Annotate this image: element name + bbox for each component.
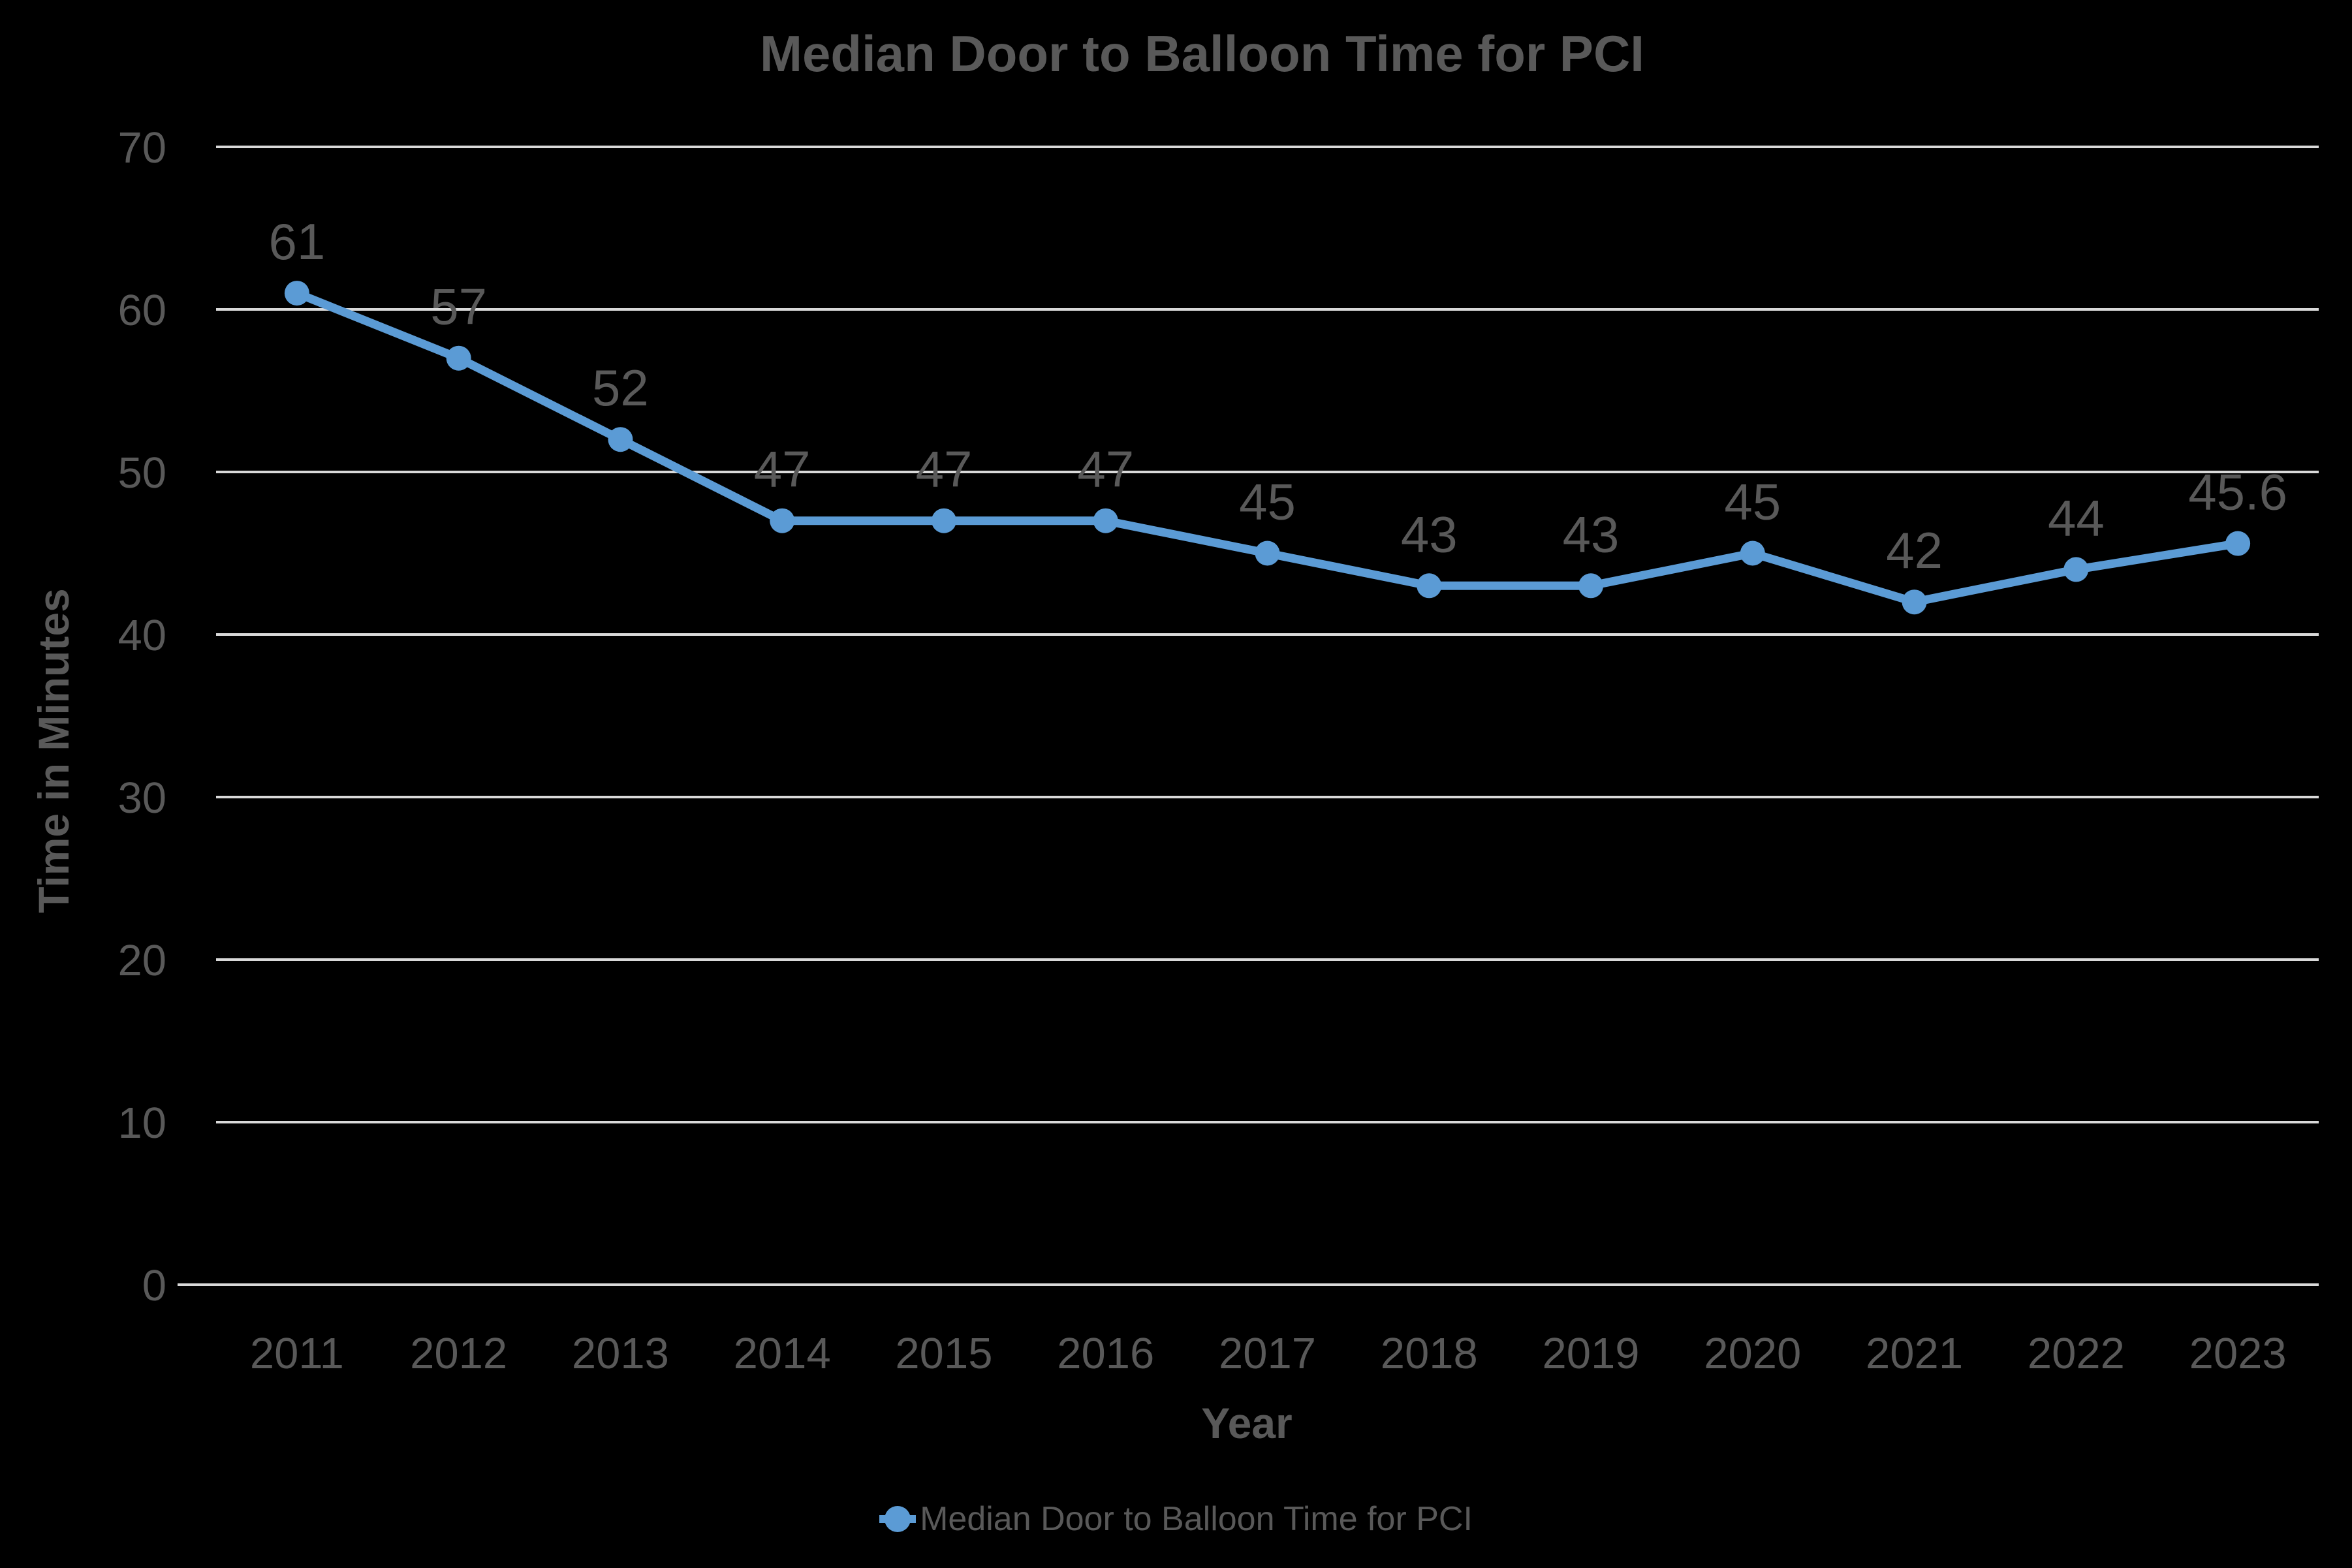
data-point-2017 [1255,541,1280,566]
data-label-2018: 43 [1401,505,1458,563]
x-tick-label-2011: 2011 [250,1329,344,1378]
data-label-2016: 47 [1077,441,1134,498]
data-point-2011 [284,281,309,306]
x-axis-title: Year [1201,1399,1293,1447]
y-tick-label-10: 10 [118,1099,166,1148]
data-point-2016 [1093,508,1118,533]
x-tick-label-2013: 2013 [572,1329,669,1378]
y-tick-label-70: 70 [118,123,166,172]
x-tick-labels-group: 2011 2012 2013 2014 2015 2016 2017 2018 2019 2020… [250,1329,2287,1378]
data-label-2017: 45 [1239,473,1296,531]
gridlines-group [178,146,2319,1286]
x-tick-label-2019: 2019 [1543,1329,1640,1378]
y-axis-title: Time in Minutes [29,588,78,913]
x-tick-label-2014: 2014 [734,1329,831,1378]
data-label-2014: 47 [754,441,811,498]
x-tick-label-2021: 2021 [1866,1329,1963,1378]
data-label-2020: 45 [1724,473,1781,531]
data-label-2022: 44 [2048,489,2105,546]
data-labels-group: 61 57 52 47 47 47 45 43 43 45 42 44 45.6 [269,213,2288,579]
data-point-2018 [1417,573,1442,599]
data-point-2013 [608,427,633,452]
legend-label: Median Door to Balloon Time for PCI [920,1500,1473,1538]
y-tick-label-20: 20 [118,936,166,985]
data-label-2013: 52 [592,359,649,416]
x-tick-label-2015: 2015 [895,1329,992,1378]
legend: Median Door to Balloon Time for PCI [0,1496,2352,1542]
data-point-2021 [1902,589,1927,615]
legend-line-marker-icon [879,1506,917,1532]
legend-marker-dot [885,1506,911,1532]
y-tick-label-40: 40 [118,611,166,660]
data-label-2023: 45.6 [2188,463,2287,521]
data-point-2020 [1740,541,1765,566]
data-point-2012 [446,345,471,371]
data-point-2022 [2063,557,2089,582]
data-label-2015: 47 [916,441,973,498]
data-point-2014 [770,508,795,533]
data-point-2023 [2225,531,2251,556]
series-group [284,281,2251,615]
x-tick-label-2022: 2022 [2028,1329,2125,1378]
data-point-2019 [1578,573,1604,599]
x-tick-label-2018: 2018 [1381,1329,1478,1378]
data-point-2015 [931,508,956,533]
y-tick-label-50: 50 [118,448,166,497]
y-tick-labels-group: 0 10 20 30 40 50 60 70 [118,123,166,1310]
data-label-2021: 42 [1886,522,1943,579]
y-tick-label-0: 0 [142,1261,166,1310]
data-label-2019: 43 [1563,505,1620,563]
x-tick-label-2023: 2023 [2189,1329,2287,1378]
chart-title: Median Door to Balloon Time for PCI [760,25,1644,82]
data-label-2011: 61 [269,213,326,270]
y-tick-label-60: 60 [118,286,166,335]
x-tick-label-2012: 2012 [410,1329,507,1378]
x-tick-label-2017: 2017 [1219,1329,1316,1378]
x-tick-label-2016: 2016 [1057,1329,1154,1378]
x-tick-label-2020: 2020 [1704,1329,1801,1378]
y-tick-label-30: 30 [118,774,166,823]
data-label-2012: 57 [430,278,487,336]
